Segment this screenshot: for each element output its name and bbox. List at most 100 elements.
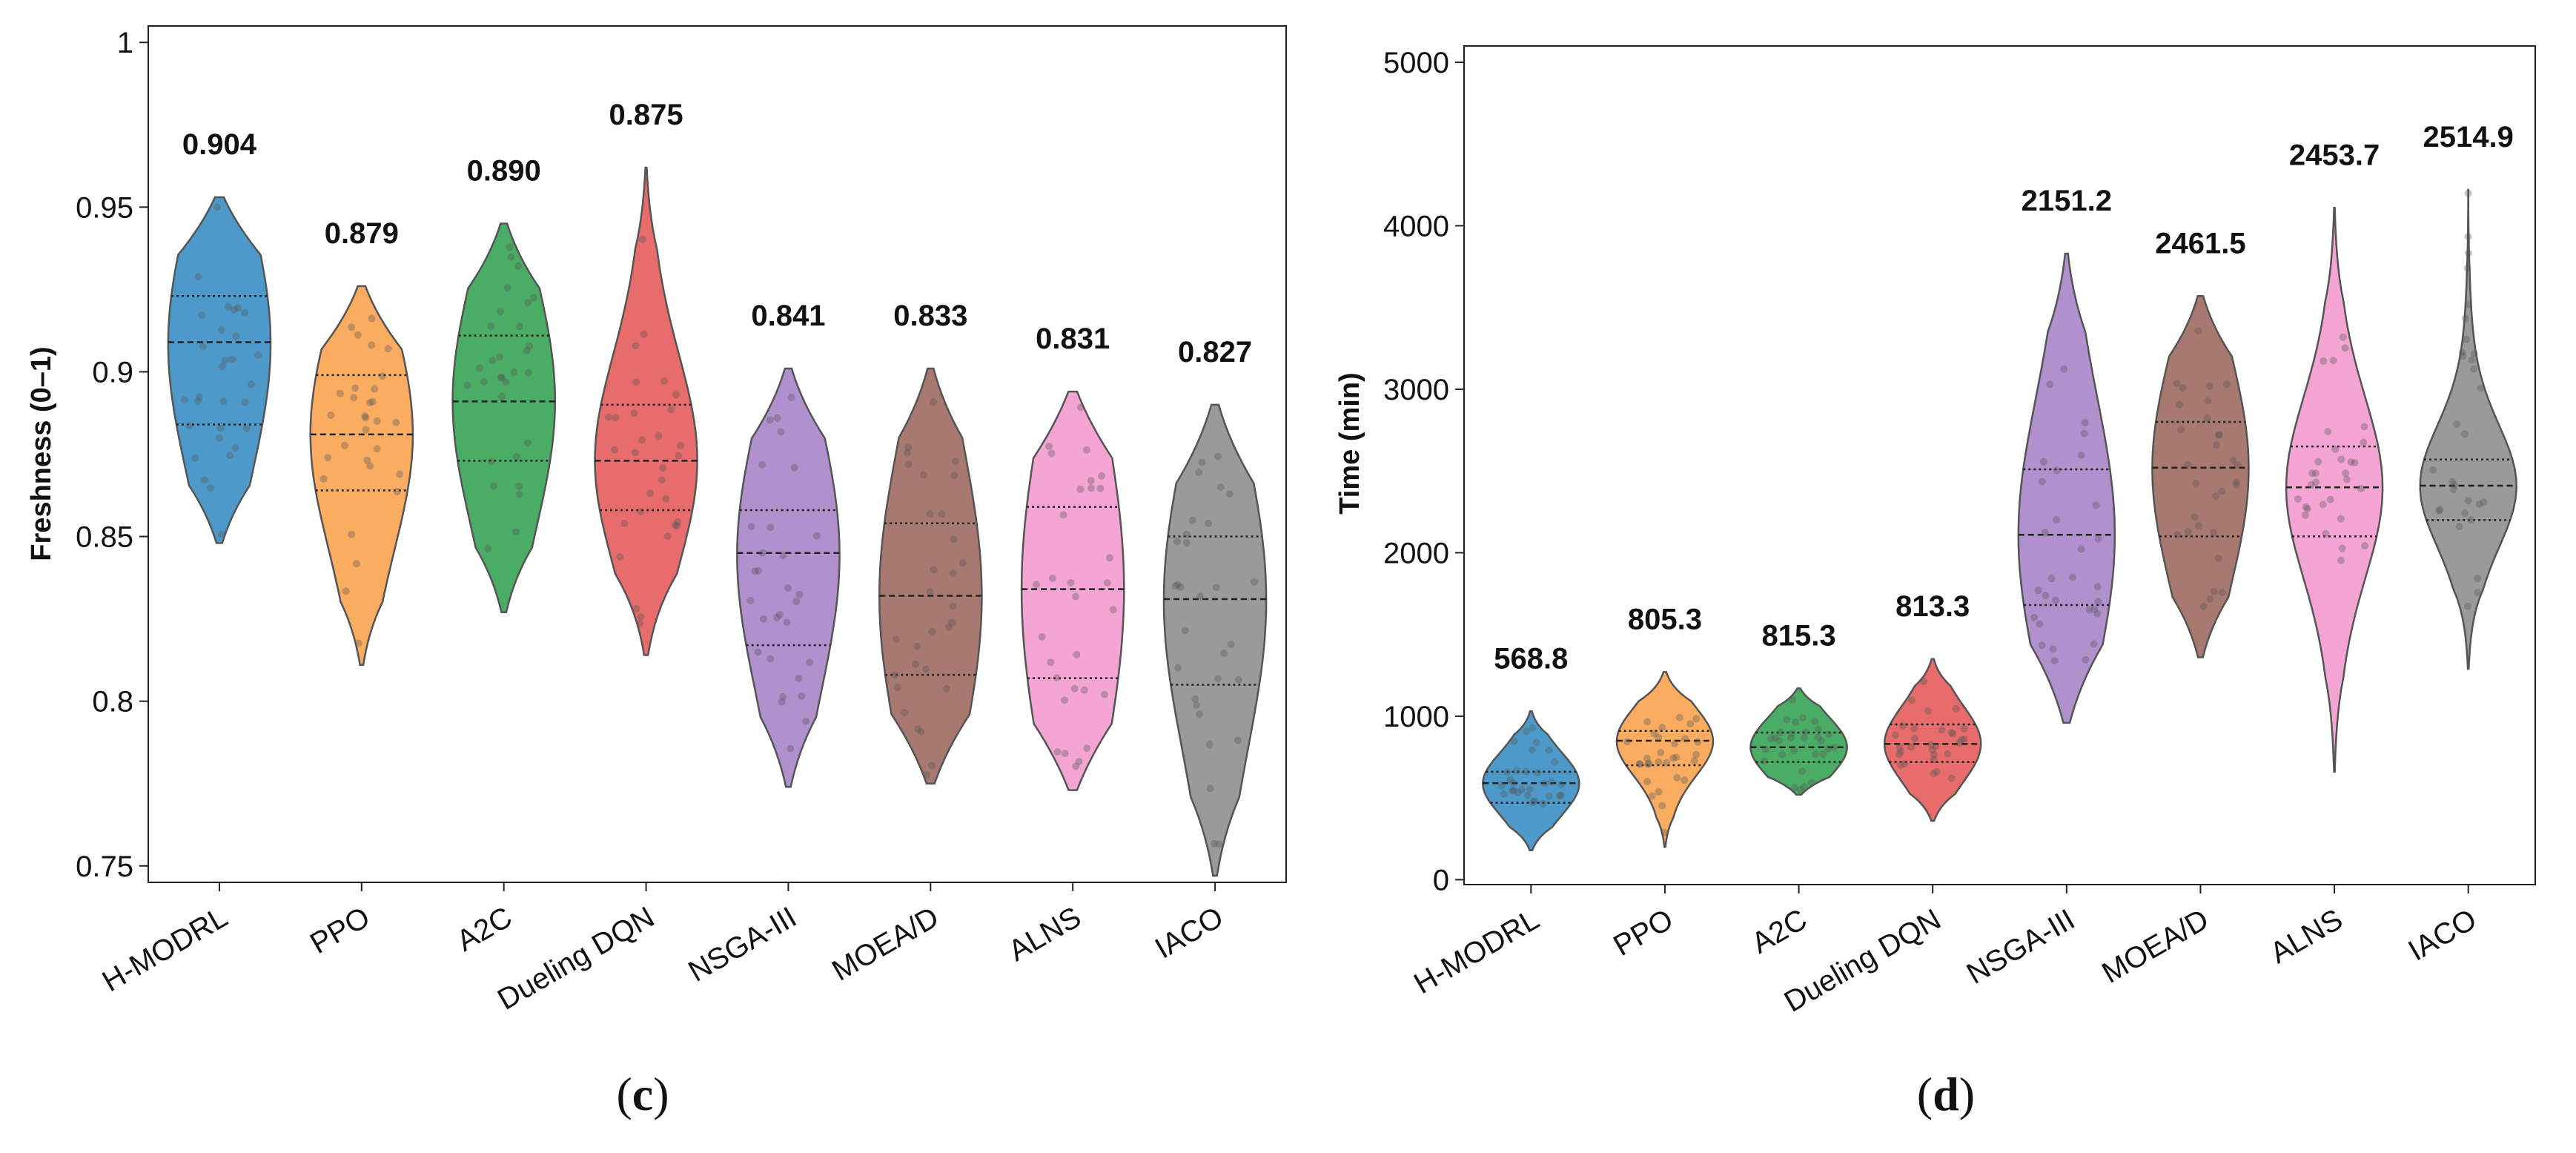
sample-point	[944, 623, 953, 631]
sample-point	[1555, 791, 1563, 799]
sample-point	[775, 611, 784, 618]
sample-point	[1083, 744, 1091, 753]
sample-point	[1796, 786, 1804, 794]
sample-points	[1623, 713, 1702, 836]
sample-point	[2464, 233, 2472, 241]
sample-point	[524, 439, 532, 447]
sample-point	[1776, 728, 1784, 736]
sample-point	[779, 693, 787, 701]
sample-point	[1792, 718, 1800, 726]
sample-point	[241, 308, 249, 317]
mean-label: 0.890	[467, 155, 541, 188]
sample-point	[1669, 754, 1678, 762]
violin-h-modrl	[167, 196, 272, 544]
sample-point	[373, 417, 381, 425]
sample-point	[1814, 733, 1822, 741]
sample-point	[1692, 750, 1701, 759]
sample-point	[1955, 739, 1963, 747]
sample-point	[2060, 365, 2068, 373]
sample-point	[1811, 717, 1819, 725]
sample-point	[1819, 750, 1827, 759]
sample-point	[2337, 455, 2345, 463]
sample-point	[2068, 573, 2076, 581]
sample-point	[1061, 750, 1069, 758]
sample-point	[2232, 478, 2240, 486]
sample-point	[1658, 724, 1666, 731]
sample-point	[2329, 357, 2337, 365]
mean-label: 805.3	[1628, 603, 1702, 635]
sample-point	[2429, 466, 2437, 474]
sample-point	[777, 428, 785, 436]
sample-point	[2303, 505, 2311, 513]
sample-point	[242, 424, 251, 432]
sample-point	[1053, 674, 1061, 682]
sample-point	[1206, 784, 1214, 793]
y-tick-label: 3000	[1383, 374, 1449, 406]
sample-point	[523, 346, 531, 354]
sample-point	[758, 460, 766, 469]
sample-point	[2480, 498, 2488, 506]
sample-point	[927, 761, 936, 770]
sample-point	[1076, 485, 1085, 493]
mean-label: 568.8	[1494, 642, 1568, 675]
sample-point	[2081, 419, 2089, 427]
sample-point	[672, 391, 680, 399]
sample-point	[1225, 490, 1234, 498]
sample-point	[2179, 383, 2187, 392]
sample-point	[185, 422, 193, 430]
sample-point	[1927, 741, 1936, 749]
sample-point	[1211, 839, 1219, 848]
sample-point	[2046, 380, 2054, 389]
sample-point	[1801, 783, 1808, 791]
sample-point	[2301, 511, 2309, 519]
sample-point	[2448, 478, 2457, 486]
sample-point	[514, 262, 523, 270]
sample-point	[1522, 767, 1530, 776]
sample-point	[2192, 479, 2200, 487]
sample-point	[1815, 725, 1822, 733]
sample-point	[1061, 696, 1068, 704]
sample-point	[2474, 589, 2481, 597]
sample-point	[1767, 735, 1775, 743]
sample-point	[2092, 501, 2100, 509]
sample-point	[1694, 738, 1702, 746]
violin-alns	[1020, 390, 1125, 791]
sample-point	[1798, 767, 1806, 776]
sample-point	[751, 567, 759, 575]
sample-point	[1523, 791, 1532, 799]
sample-point	[219, 397, 228, 406]
sample-point	[1182, 538, 1191, 546]
sample-point	[1771, 734, 1779, 742]
sample-points	[891, 398, 967, 779]
violin-dueling-dqn	[1883, 658, 1982, 822]
sample-point	[677, 441, 685, 449]
sample-point	[1070, 684, 1079, 693]
sample-point	[2449, 485, 2457, 493]
sample-point	[2474, 575, 2482, 583]
sample-point	[488, 457, 495, 466]
sample-point	[2205, 382, 2214, 390]
sample-point	[495, 353, 503, 361]
sample-point	[2461, 314, 2469, 323]
sample-point	[1188, 516, 1196, 524]
sample-point	[1938, 726, 1946, 734]
y-axis-label: Time (min)	[1334, 372, 1365, 514]
sample-point	[2307, 481, 2315, 489]
sample-point	[396, 470, 404, 478]
sample-point	[2041, 529, 2049, 537]
sample-points	[2030, 365, 2102, 665]
sample-point	[1080, 686, 1088, 694]
sample-point	[2036, 620, 2044, 628]
sample-point	[1517, 785, 1526, 793]
sample-point	[673, 522, 681, 530]
sample-point	[1067, 578, 1075, 587]
sample-point	[2184, 460, 2192, 469]
sample-point	[490, 482, 498, 490]
sample-point	[1787, 734, 1795, 742]
sample-point	[2204, 397, 2212, 405]
sample-point	[1196, 592, 1204, 601]
sample-point	[2331, 446, 2340, 453]
sample-point	[362, 414, 370, 422]
sample-point	[2311, 469, 2320, 478]
